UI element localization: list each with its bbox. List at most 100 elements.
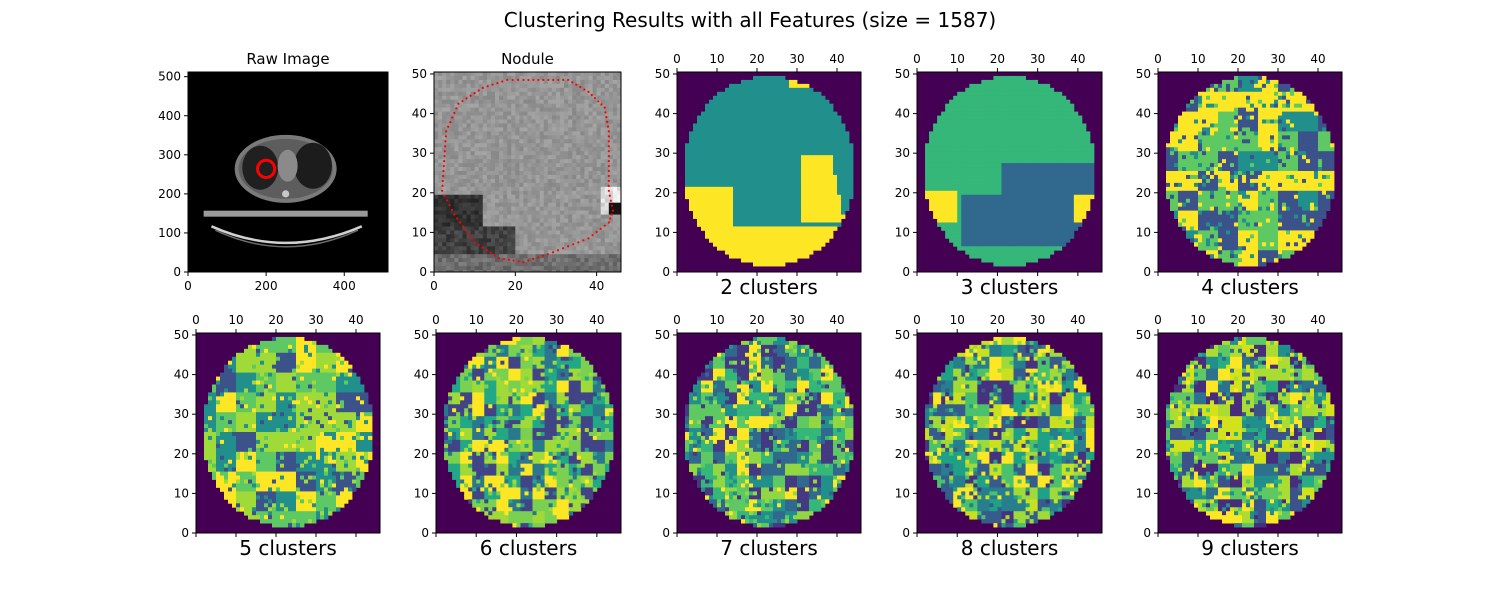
nodule-pixel — [543, 99, 549, 105]
nodule-pixel — [612, 254, 618, 259]
cluster-cell — [713, 115, 718, 120]
nodule-pixel — [446, 103, 451, 109]
nodule-pixel — [503, 91, 508, 97]
cluster-cell — [1017, 79, 1022, 85]
nodule-pixel — [507, 206, 512, 212]
cluster-cell — [821, 222, 826, 227]
nodule-pixel — [616, 178, 621, 184]
nodule-pixel — [531, 115, 537, 121]
nodule-pixel — [450, 87, 455, 93]
nodule-pixel — [499, 178, 504, 184]
nodule-pixel — [527, 111, 533, 117]
y-tick-label: 500 — [158, 70, 181, 84]
nodule-pixel — [446, 266, 451, 271]
nodule-pixel — [466, 151, 472, 156]
cluster-cell — [777, 95, 782, 101]
nodule-pixel — [446, 262, 451, 267]
cluster-cell — [741, 151, 746, 156]
nodule-pixel — [588, 222, 594, 227]
nodule-pixel — [503, 202, 508, 208]
cluster-cell — [729, 254, 734, 259]
cluster-cell — [773, 186, 778, 192]
nodule-pixel — [560, 147, 565, 152]
nodule-pixel — [478, 143, 484, 148]
cluster-cell — [773, 103, 778, 109]
nodule-pixel — [474, 226, 480, 231]
cluster-cell — [813, 99, 818, 105]
nodule-pixel — [616, 171, 621, 176]
cluster-cell — [809, 159, 814, 164]
nodule-pixel — [555, 75, 561, 81]
cluster-cell — [769, 258, 774, 263]
nodule-pixel — [511, 178, 516, 184]
nodule-contour-dot — [448, 203, 451, 207]
cluster-cell — [1001, 147, 1006, 152]
cluster-cell — [745, 238, 750, 243]
cluster-cell — [757, 246, 762, 251]
cluster-cell — [713, 159, 718, 164]
cluster-cell — [781, 115, 786, 120]
cluster-cell — [821, 206, 826, 212]
cluster-cell — [709, 143, 714, 148]
cluster-cell — [745, 190, 750, 196]
cluster-cell — [945, 163, 950, 168]
nodule-contour-dot — [579, 85, 582, 89]
cluster-cell — [737, 178, 742, 184]
cluster-cell — [813, 155, 818, 160]
nodule-pixel — [551, 266, 557, 271]
nodule-pixel — [499, 226, 504, 231]
nodule-pixel — [499, 210, 504, 216]
nodule-pixel — [539, 151, 545, 156]
nodule-pixel — [462, 202, 468, 208]
nodule-pixel — [523, 87, 528, 93]
cluster-cell — [757, 186, 762, 192]
cluster-cell — [805, 99, 810, 105]
nodule-pixel — [499, 218, 504, 223]
nodule-pixel — [450, 230, 455, 235]
nodule-pixel — [499, 206, 504, 212]
cluster-cell — [849, 151, 854, 156]
cluster-cell — [713, 234, 718, 239]
nodule-pixel — [523, 95, 528, 101]
cluster-cell — [993, 75, 998, 81]
cluster-cell — [705, 234, 710, 239]
cluster-cell — [1049, 123, 1055, 128]
nodule-pixel — [612, 194, 618, 200]
nodule-pixel — [576, 135, 581, 140]
cluster-cell — [821, 127, 826, 132]
nodule-pixel — [446, 246, 451, 251]
nodule-pixel — [555, 135, 561, 140]
nodule-pixel — [588, 151, 594, 156]
cluster-cell — [749, 95, 754, 101]
nodule-pixel — [494, 151, 500, 156]
nodule-pixel — [446, 250, 451, 255]
nodule-pixel — [551, 127, 557, 132]
nodule-pixel — [474, 234, 480, 239]
cluster-cell — [737, 111, 742, 116]
nodule-pixel — [494, 155, 500, 160]
cluster-cell — [989, 111, 994, 116]
y-tick-label: 400 — [158, 109, 181, 123]
cluster-cell — [1025, 167, 1031, 172]
nodule-pixel — [434, 111, 439, 117]
cluster-cell — [761, 123, 766, 128]
nodule-pixel — [494, 178, 500, 184]
nodule-pixel — [539, 226, 545, 231]
cluster-cell — [725, 218, 730, 223]
nodule-pixel — [588, 131, 594, 136]
cluster-cell — [1029, 163, 1035, 168]
nodule-pixel — [612, 174, 618, 180]
cluster-cell — [769, 119, 774, 124]
cluster-cell — [985, 99, 990, 105]
cluster-cell — [801, 238, 806, 243]
nodule-pixel — [608, 182, 614, 188]
cluster-cell — [709, 127, 714, 132]
cluster-cell — [829, 163, 834, 168]
cluster-cell — [749, 258, 754, 263]
nodule-pixel — [478, 190, 484, 196]
cluster-cell — [1053, 131, 1059, 136]
nodule-pixel — [511, 246, 516, 251]
nodule-pixel — [490, 111, 496, 117]
cluster-cell — [817, 167, 822, 172]
cluster-cell — [965, 95, 970, 101]
